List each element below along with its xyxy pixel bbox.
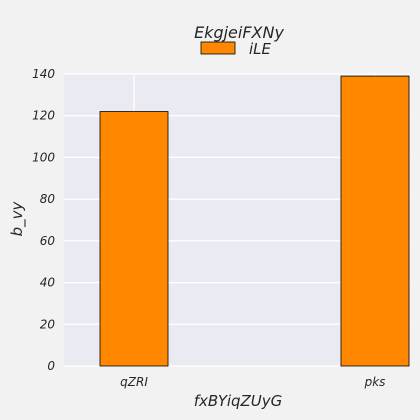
bar-pks — [340, 75, 410, 367]
legend: iLE — [200, 40, 272, 58]
x-axis-label: fxBYiqZUyG — [194, 392, 283, 410]
y-tick-label: 140 — [32, 67, 55, 81]
bar-qZRI — [99, 111, 169, 367]
x-tick-label: qZRI — [120, 375, 148, 389]
y-tick-label: 0 — [47, 359, 55, 373]
x-tick-label: pks — [364, 375, 386, 389]
x-axis-ticks: qZRI pks — [120, 375, 385, 389]
y-tick-label: 60 — [40, 234, 56, 248]
y-axis-label: b_vy — [8, 200, 27, 236]
y-tick-label: 80 — [40, 192, 56, 206]
y-tick-label: 120 — [32, 109, 55, 123]
legend-swatch — [200, 41, 236, 55]
bars — [99, 75, 410, 367]
y-tick-label: 20 — [40, 317, 56, 331]
y-tick-label: 100 — [32, 150, 55, 164]
chart-title: EkgjeiFXNy — [194, 23, 284, 42]
legend-label: iLE — [249, 40, 272, 58]
y-tick-label: 40 — [40, 276, 56, 290]
y-axis-ticks: 0 20 40 60 80 100 120 140 — [32, 67, 55, 373]
